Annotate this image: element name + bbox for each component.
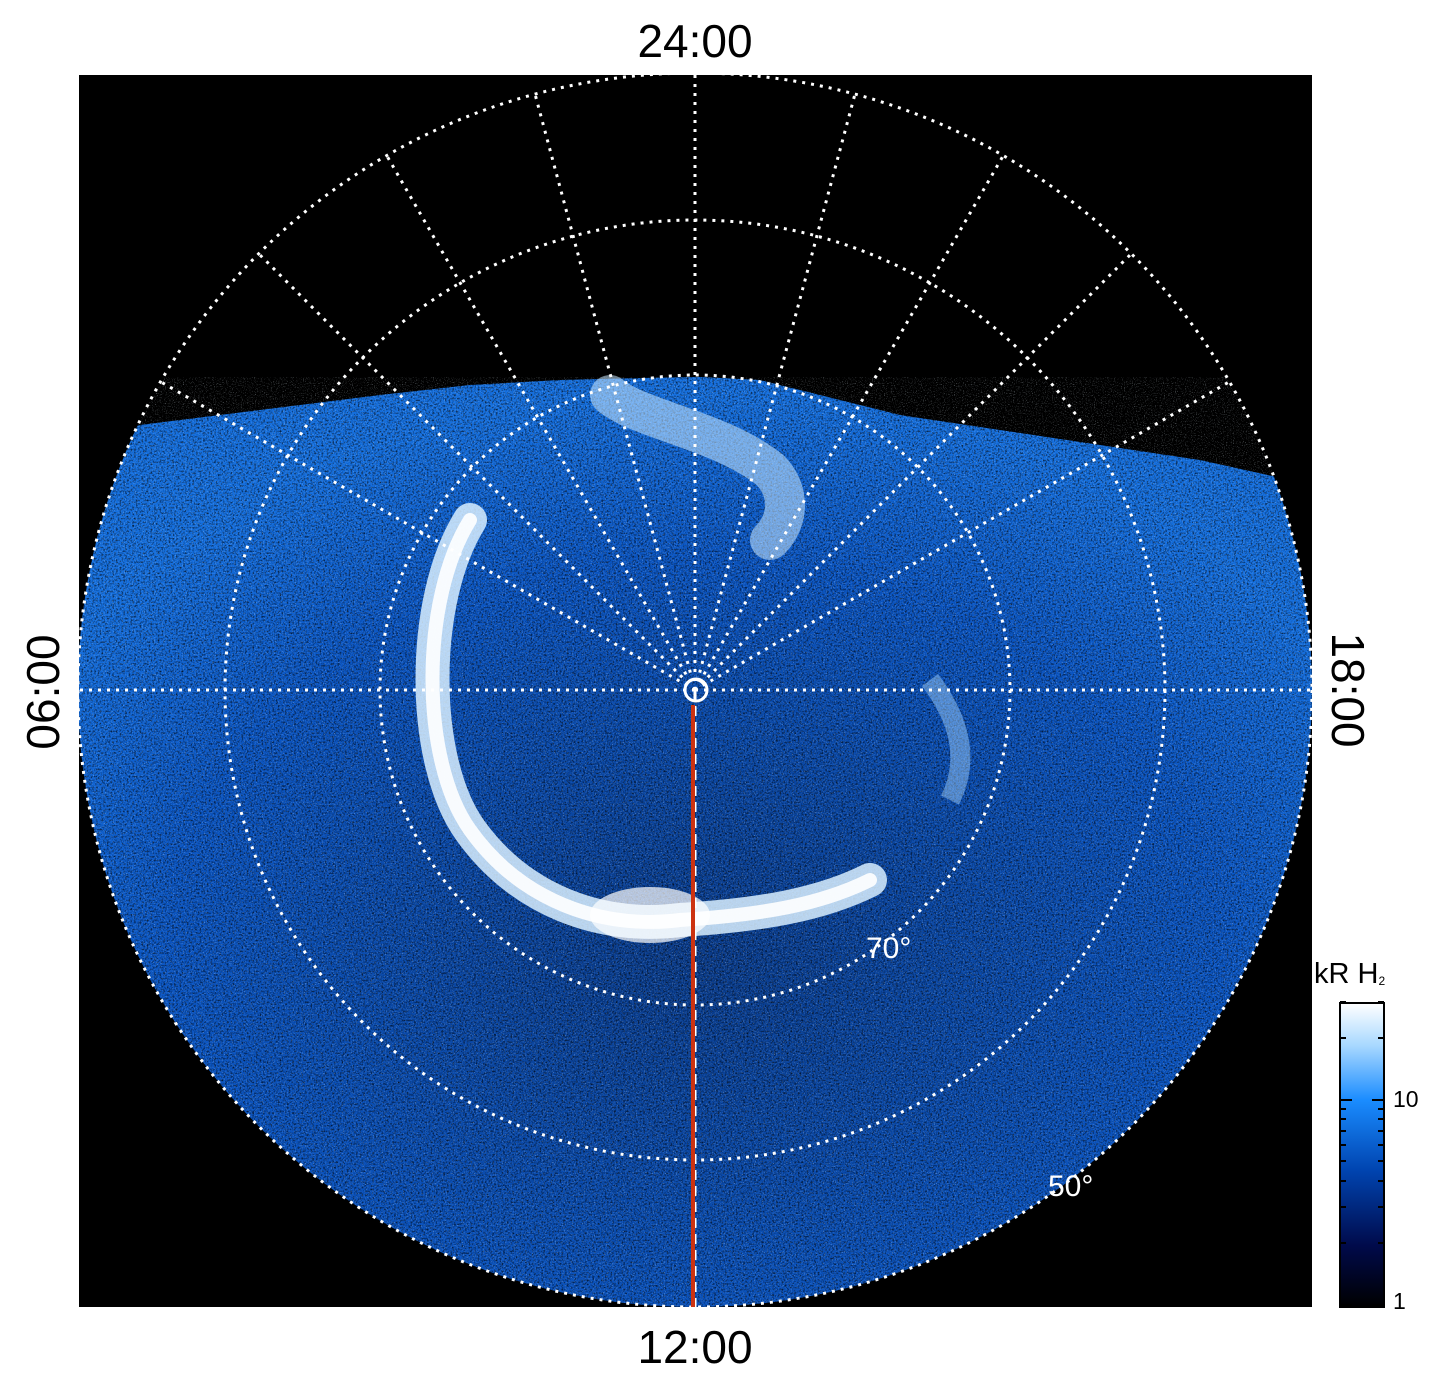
colorbar-tick-label-10: 10 (1393, 1086, 1419, 1112)
local-time-label-left: 06:00 (17, 634, 69, 750)
local-time-label-bottom: 12:00 (637, 1321, 753, 1373)
colorbar-tick-label-1: 1 (1393, 1288, 1406, 1314)
colorbar-title-subscript: 2 (1378, 974, 1386, 988)
colorbar-title: kR H2 (1314, 958, 1385, 991)
colorbar-title-text: kR H (1314, 958, 1379, 990)
pole-marker (683, 677, 709, 703)
local-time-label-top: 24:00 (637, 15, 753, 67)
colorbar-ticks (1340, 1001, 1384, 1306)
latitude-label-70: 70° (866, 932, 911, 965)
latitude-label-50: 50° (1048, 1170, 1093, 1203)
colorbar (1339, 1002, 1385, 1308)
local-time-label-right: 18:00 (1322, 632, 1374, 748)
